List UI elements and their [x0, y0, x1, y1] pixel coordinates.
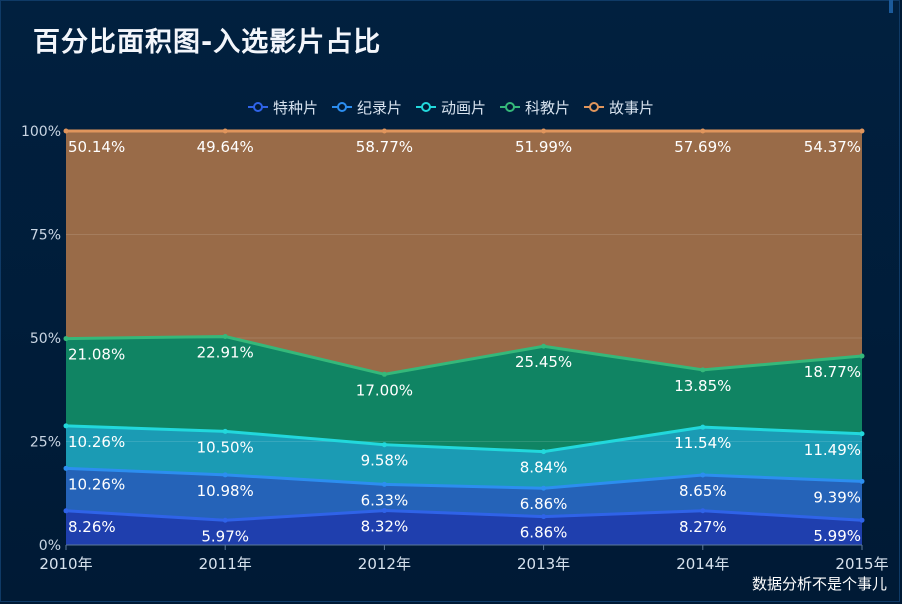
data-point [381, 371, 387, 377]
data-point [859, 478, 865, 484]
data-point [541, 128, 547, 134]
data-label: 6.33% [361, 491, 409, 509]
data-label: 9.58% [361, 452, 409, 470]
data-point [859, 128, 865, 134]
data-label: 8.27% [679, 518, 727, 536]
data-point [541, 343, 547, 349]
data-label: 8.65% [679, 482, 727, 500]
data-point [222, 334, 228, 340]
data-label: 21.08% [68, 346, 125, 364]
data-label: 17.00% [356, 381, 413, 399]
data-point [859, 431, 865, 437]
data-label: 50.14% [68, 138, 125, 156]
data-label: 8.84% [520, 459, 568, 477]
data-point [222, 517, 228, 523]
data-point [63, 508, 69, 514]
data-label: 5.99% [813, 527, 861, 545]
data-label: 49.64% [197, 138, 254, 156]
data-point [541, 514, 547, 520]
legend-marker-icon [247, 102, 268, 112]
data-point [700, 424, 706, 430]
watermark: 数据分析不是个事儿 [751, 575, 887, 593]
data-label: 10.98% [197, 482, 254, 500]
data-label: 9.39% [813, 488, 861, 506]
data-point [222, 428, 228, 434]
x-tick-label: 2012年 [358, 555, 411, 573]
data-label: 10.26% [68, 433, 125, 451]
legend-label: 动画片 [440, 98, 486, 117]
data-point [381, 128, 387, 134]
data-label: 58.77% [356, 138, 413, 156]
data-point [63, 128, 69, 134]
legend-label: 科教片 [525, 98, 571, 117]
data-label: 6.86% [520, 524, 568, 542]
data-point [859, 353, 865, 359]
data-label: 18.77% [804, 363, 861, 381]
data-point [63, 423, 69, 429]
data-label: 8.32% [361, 518, 409, 536]
data-point [541, 449, 547, 455]
legend-item[interactable]: 特种片 [247, 97, 318, 118]
data-point [700, 367, 706, 373]
y-tick-label: 100% [21, 124, 61, 140]
area-2 [66, 468, 862, 521]
series-line-3 [65, 424, 863, 454]
data-point [541, 485, 547, 491]
data-point [859, 517, 865, 523]
data-point [222, 128, 228, 134]
area-3 [66, 425, 862, 489]
data-point [381, 442, 387, 448]
legend-marker-icon [584, 102, 605, 112]
legend-label: 特种片 [272, 98, 318, 117]
area-5 [66, 131, 862, 375]
legend-label: 纪录片 [356, 98, 402, 117]
y-tick-label: 75% [30, 228, 61, 244]
legend-marker-icon [331, 102, 352, 112]
data-point [381, 508, 387, 514]
data-point [700, 472, 706, 478]
data-point [63, 336, 69, 342]
chart-title: 百分比面积图-入选影片占比 [33, 27, 382, 58]
chart-legend: 特种片 纪录片 动画片 科教片 故事片 [0, 95, 902, 119]
data-point [222, 472, 228, 478]
x-tick-label: 2010年 [39, 555, 92, 573]
panel-corner-decoration [889, 0, 893, 13]
series-line-2 [65, 466, 863, 490]
y-tick-label: 0% [39, 538, 61, 554]
data-label: 10.26% [68, 475, 125, 493]
data-label: 54.37% [804, 138, 861, 156]
data-label: 5.97% [201, 527, 249, 545]
legend-marker-icon [415, 102, 436, 112]
x-tick-label: 2011年 [199, 555, 252, 573]
data-point [700, 128, 706, 134]
y-tick-label: 50% [30, 331, 61, 347]
x-tick-label: 2013年 [517, 555, 570, 573]
data-label: 57.69% [674, 138, 731, 156]
series-line-1 [65, 509, 863, 522]
data-label: 13.85% [674, 377, 731, 395]
data-label: 22.91% [197, 344, 254, 362]
data-label: 11.54% [674, 434, 731, 452]
data-label: 25.45% [515, 353, 572, 371]
series-line-4 [65, 335, 863, 376]
data-point [381, 481, 387, 487]
data-label: 8.26% [68, 518, 116, 536]
data-label: 51.99% [515, 138, 572, 156]
legend-marker-icon [500, 102, 520, 112]
x-tick-label: 2015年 [835, 555, 888, 573]
data-label: 11.49% [804, 441, 861, 459]
legend-label: 故事片 [609, 98, 655, 117]
legend-item[interactable]: 动画片 [415, 97, 486, 118]
legend-item[interactable]: 纪录片 [331, 97, 402, 118]
data-point [63, 465, 69, 471]
y-tick-label: 25% [30, 435, 61, 451]
data-label: 10.50% [197, 438, 254, 456]
data-point [700, 508, 706, 514]
x-tick-label: 2014年 [676, 555, 729, 573]
legend-item[interactable]: 科教片 [500, 97, 570, 118]
legend-item[interactable]: 故事片 [584, 97, 654, 118]
data-label: 6.86% [520, 495, 568, 513]
